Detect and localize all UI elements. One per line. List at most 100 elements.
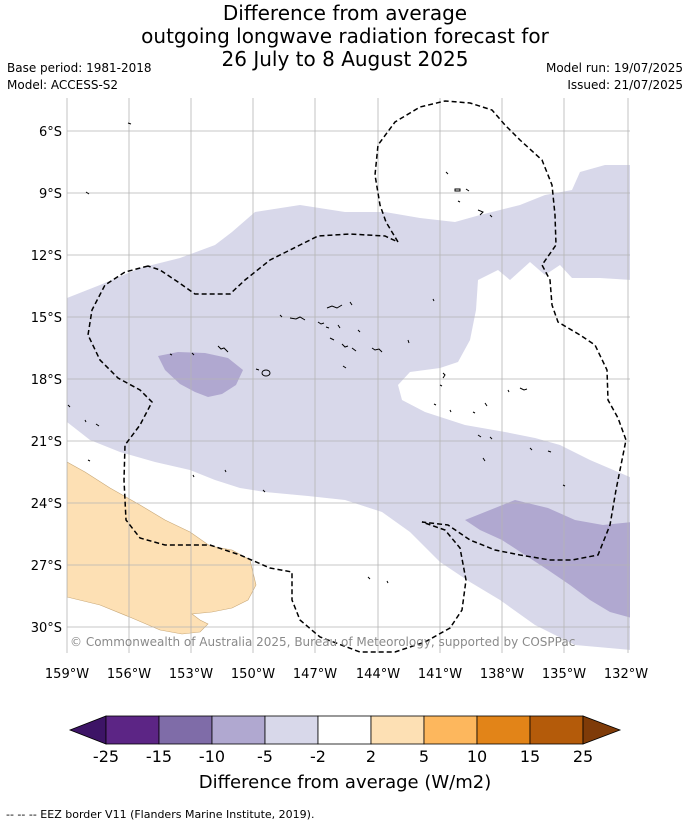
island-marker bbox=[472, 411, 476, 414]
colorbar-tick-label: -2 bbox=[310, 747, 326, 766]
lon-label: 144°W bbox=[356, 667, 400, 682]
island-marker bbox=[342, 365, 347, 369]
island-marker bbox=[191, 352, 195, 356]
title-line-2: outgoing longwave radiation forecast for bbox=[141, 24, 549, 48]
island-marker bbox=[224, 469, 227, 473]
colorbar-tick-label: -5 bbox=[257, 747, 273, 766]
colorbar-tick-label: 25 bbox=[573, 747, 593, 766]
eez-border-french-polynesia bbox=[87, 100, 627, 653]
island-marker bbox=[367, 576, 371, 580]
island-marker bbox=[439, 384, 443, 387]
island-marker bbox=[169, 353, 173, 356]
longitude-labels: 159°W 156°W 153°W 150°W 147°W 144°W 141°… bbox=[45, 667, 648, 682]
anomaly-region-plus2-to-plus5 bbox=[67, 461, 257, 635]
base-period-info: Base period: 1981-2018 Model: ACCESS-S2 bbox=[7, 60, 152, 94]
lat-label: 27°S bbox=[31, 559, 62, 574]
lon-label: 138°W bbox=[480, 667, 524, 682]
title-line-1: Difference from average bbox=[222, 1, 468, 25]
island-marker bbox=[326, 304, 343, 309]
model-run: Model run: 19/07/2025 bbox=[545, 61, 683, 75]
island-marker bbox=[279, 314, 283, 318]
island-marker bbox=[449, 409, 452, 413]
island-marker bbox=[192, 474, 195, 478]
lat-label: 18°S bbox=[31, 373, 62, 388]
island-marker bbox=[255, 368, 260, 371]
lat-label: 30°S bbox=[31, 621, 62, 636]
lat-label: 9°S bbox=[39, 187, 62, 202]
colorbar bbox=[68, 715, 622, 745]
colorbar-labels: -25 -15 -10 -5 -2 2 5 10 15 25 bbox=[93, 747, 593, 766]
colorbar-tick-label: -10 bbox=[199, 747, 225, 766]
lon-label: 132°W bbox=[604, 667, 648, 682]
colorbar-bin bbox=[264, 715, 319, 745]
lat-label: 15°S bbox=[31, 311, 62, 326]
colorbar-bin bbox=[158, 715, 213, 745]
island-marker bbox=[482, 457, 486, 462]
island-marker bbox=[217, 345, 229, 353]
island-marker bbox=[67, 404, 71, 408]
island-marker bbox=[507, 389, 510, 393]
island-marker bbox=[84, 419, 87, 423]
lon-label: 156°W bbox=[107, 667, 151, 682]
island-marker bbox=[489, 214, 493, 218]
lon-label: 147°W bbox=[293, 667, 337, 682]
run-info: Model run: 19/07/2025 Issued: 21/07/2025 bbox=[546, 60, 683, 94]
island-marker bbox=[484, 402, 488, 407]
island-marker bbox=[351, 347, 357, 352]
island-marker bbox=[433, 403, 437, 406]
colorbar-bin bbox=[211, 715, 266, 745]
colorbar-bin bbox=[317, 715, 372, 745]
island-marker bbox=[341, 343, 349, 348]
colorbar-tick-label: 10 bbox=[467, 747, 487, 766]
colorbar-extend-low bbox=[68, 715, 107, 745]
island-marker bbox=[445, 171, 449, 175]
colorbar-bin bbox=[105, 715, 160, 745]
lat-label: 21°S bbox=[31, 435, 62, 450]
lon-label: 141°W bbox=[418, 667, 462, 682]
graticule bbox=[66, 98, 630, 653]
island-marker bbox=[371, 347, 383, 353]
island-marker bbox=[529, 447, 533, 451]
island-marker bbox=[477, 434, 482, 438]
lon-label: 135°W bbox=[542, 667, 586, 682]
colorbar-bin bbox=[423, 715, 478, 745]
colorbar-tick-label: 15 bbox=[520, 747, 540, 766]
island-marker bbox=[87, 459, 91, 462]
island-marker bbox=[325, 326, 330, 329]
colorbar-tick-label: 5 bbox=[419, 747, 429, 766]
map-title: Difference from average outgoing longwav… bbox=[0, 2, 690, 71]
island-marker bbox=[454, 188, 461, 192]
issued-date: Issued: 21/07/2025 bbox=[567, 78, 683, 92]
island-marker bbox=[519, 387, 528, 391]
island-marker bbox=[317, 321, 325, 325]
lon-label: 153°W bbox=[169, 667, 213, 682]
colorbar-tick-label: -15 bbox=[146, 747, 172, 766]
colorbar-bin bbox=[476, 715, 531, 745]
island-marker bbox=[289, 316, 306, 321]
colorbar-bin bbox=[529, 715, 584, 745]
island-marker bbox=[547, 450, 552, 453]
lat-label: 12°S bbox=[31, 249, 62, 264]
island-marker bbox=[95, 423, 100, 427]
anomaly-region-minus5-to-minus10-west bbox=[158, 352, 243, 397]
lon-label: 159°W bbox=[45, 667, 89, 682]
island-marker bbox=[349, 301, 353, 306]
island-marker bbox=[432, 298, 435, 302]
island-marker bbox=[337, 324, 341, 329]
latitude-labels: 6°S 9°S 12°S 15°S 18°S 21°S 24°S 27°S 30… bbox=[31, 125, 62, 636]
island-marker bbox=[357, 329, 361, 333]
colorbar-tick-label: 2 bbox=[366, 747, 376, 766]
model-name: Model: ACCESS-S2 bbox=[7, 78, 119, 92]
eez-legend-note: -- -- -- EEZ border V11 (Flanders Marine… bbox=[6, 808, 315, 821]
anomaly-field bbox=[67, 165, 630, 650]
anomaly-region-minus5-to-minus10-east bbox=[465, 500, 630, 618]
island-marker bbox=[386, 580, 389, 584]
islands bbox=[67, 122, 566, 584]
island-marker bbox=[329, 337, 335, 341]
island-marker bbox=[489, 436, 493, 440]
lon-label: 150°W bbox=[231, 667, 275, 682]
island-marker bbox=[262, 489, 266, 493]
copyright-credit: © Commonwealth of Australia 2025, Bureau… bbox=[70, 635, 575, 649]
island-marker bbox=[562, 484, 566, 487]
